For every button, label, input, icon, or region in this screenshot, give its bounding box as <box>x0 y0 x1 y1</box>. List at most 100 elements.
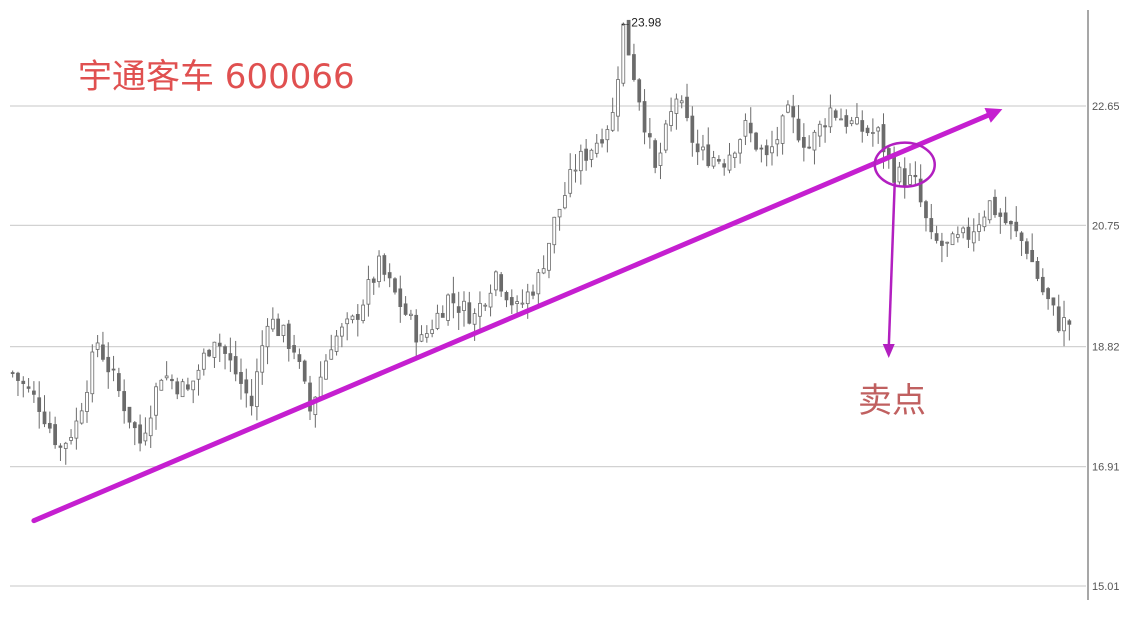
candle <box>409 309 413 320</box>
candle-body <box>950 233 955 246</box>
candle <box>987 200 992 224</box>
candle-body <box>286 323 291 349</box>
candle-body <box>201 352 206 370</box>
candle <box>955 226 960 243</box>
candle <box>106 342 111 389</box>
candle <box>170 374 174 390</box>
candle <box>111 355 116 382</box>
y-axis-ticks: 15.01 16.91 18.82 20.75 22.65 <box>1092 101 1120 593</box>
candle-body <box>154 386 158 416</box>
candle-body <box>955 234 960 238</box>
candle <box>541 255 546 275</box>
candle-body <box>138 424 142 444</box>
candle-body <box>228 353 233 361</box>
candle-body <box>706 144 711 167</box>
candle-body <box>738 139 742 154</box>
candle <box>132 420 137 446</box>
candle <box>732 151 737 168</box>
candle <box>334 330 339 356</box>
candle <box>764 139 769 167</box>
candle <box>844 109 849 134</box>
candle <box>440 305 445 318</box>
candle <box>727 142 732 174</box>
candle <box>653 138 658 174</box>
candle <box>849 116 854 127</box>
candle-body <box>1025 241 1029 254</box>
candle <box>552 216 557 254</box>
candle <box>940 232 944 263</box>
candle <box>10 370 15 378</box>
candle <box>494 270 498 297</box>
candle-body <box>929 218 934 233</box>
candle-body <box>170 378 174 382</box>
candle-body <box>1067 320 1072 325</box>
candle-body <box>456 306 461 313</box>
candle-body <box>1030 249 1035 263</box>
candle-body <box>541 268 546 274</box>
candle-body <box>833 110 838 118</box>
candle <box>467 291 472 325</box>
candle-body <box>1009 221 1013 225</box>
candle <box>154 382 158 430</box>
candle <box>1062 300 1066 347</box>
candle-body <box>69 437 73 441</box>
candle-body <box>573 169 578 172</box>
candle <box>770 130 774 166</box>
y-tick-label: 22.65 <box>1092 101 1120 113</box>
candle <box>95 335 100 358</box>
candle-body <box>483 304 488 307</box>
candle <box>897 162 902 185</box>
candle-body <box>621 23 626 84</box>
candle-body <box>414 314 419 343</box>
candle-body <box>754 132 758 150</box>
candle <box>860 110 865 143</box>
candle-body <box>828 107 833 128</box>
candle-body <box>600 139 604 144</box>
candle <box>382 253 387 282</box>
candle <box>934 225 939 244</box>
candle-body <box>435 312 440 329</box>
candle <box>255 358 259 421</box>
candle <box>531 284 535 300</box>
candle <box>393 277 397 295</box>
candle <box>186 377 190 392</box>
candle-body <box>515 301 519 304</box>
sell-point-label: 卖点 <box>858 381 926 421</box>
candle <box>302 359 307 384</box>
candle-body <box>292 345 296 353</box>
candle-body <box>58 445 63 448</box>
candle-body <box>589 149 594 160</box>
candle-body <box>302 360 307 382</box>
candle <box>217 333 222 363</box>
trend-arrow-head <box>984 108 1003 123</box>
candle <box>839 108 843 121</box>
candle <box>616 66 620 132</box>
candle <box>340 323 344 348</box>
candle-body <box>340 326 344 337</box>
candle-body <box>419 334 424 342</box>
candle-body <box>748 122 753 134</box>
candle <box>387 263 392 288</box>
candle <box>101 331 105 362</box>
candle <box>79 402 84 425</box>
candle-body <box>1062 317 1066 332</box>
candle <box>563 182 567 210</box>
candle <box>578 144 583 185</box>
candle <box>1046 286 1050 310</box>
candle <box>212 341 217 368</box>
candle-body <box>897 166 902 183</box>
candle <box>610 97 615 132</box>
candle <box>637 78 642 111</box>
candle-body <box>1051 297 1056 306</box>
candle-body <box>695 143 700 153</box>
candle <box>977 212 981 242</box>
candle-body <box>844 115 849 127</box>
candle <box>674 93 679 130</box>
candle <box>16 371 20 397</box>
candle <box>249 379 254 416</box>
candle-body <box>653 140 658 168</box>
candle <box>180 378 185 398</box>
candle-body <box>727 154 732 171</box>
candle-body <box>90 351 95 395</box>
candle <box>324 354 328 380</box>
